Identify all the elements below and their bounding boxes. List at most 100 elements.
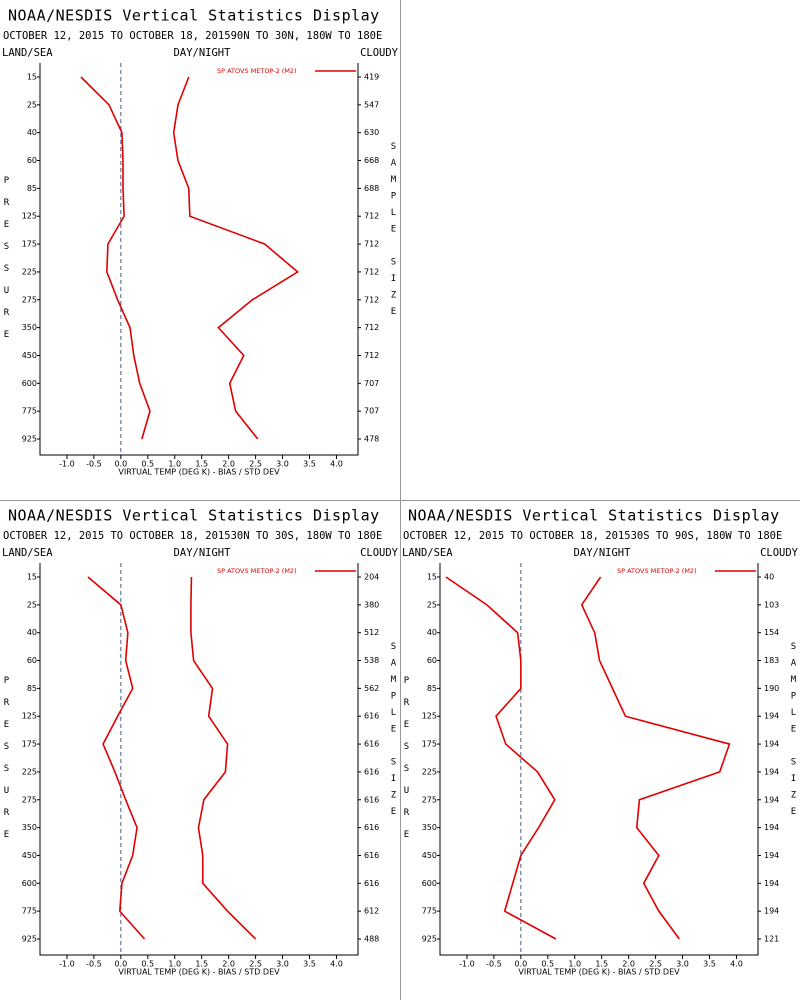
chart-subtitle: OCTOBER 12, 2015 TO OCTOBER 18, 201590N …	[3, 30, 382, 42]
y-tick-label: 450	[422, 851, 437, 860]
sample-size-label: 194	[764, 879, 779, 888]
sample-size-label: 194	[764, 851, 779, 860]
sample-size-label: 194	[764, 823, 779, 832]
y-tick-label: 60	[27, 656, 37, 665]
sample-size-label: 712	[364, 212, 379, 221]
chart-title: NOAA/NESDIS Vertical Statistics Display	[8, 7, 380, 25]
sample-size-label: 121	[764, 935, 779, 944]
sample-size-label: 538	[364, 656, 379, 665]
y-tick-label: 225	[22, 267, 37, 276]
y2-axis-label: SAMPLE SIZE	[389, 642, 399, 824]
axis-frame	[39, 63, 359, 456]
x-tick-label: 1.0	[168, 960, 181, 969]
y-tick-label: 15	[427, 573, 437, 582]
sample-size-label: 190	[764, 684, 779, 693]
x-tick-label: -1.0	[59, 960, 75, 969]
y-tick-label: 40	[27, 128, 37, 137]
x-tick-label: 1.5	[195, 960, 208, 969]
chart-title: NOAA/NESDIS Vertical Statistics Display	[8, 507, 380, 525]
sample-size-label: 712	[364, 351, 379, 360]
y-tick-label: 175	[422, 740, 437, 749]
y-tick-label: 125	[22, 712, 37, 721]
y-tick-label: 60	[27, 156, 37, 165]
x-tick-label: 0.0	[514, 960, 527, 969]
sample-size-label: 712	[364, 267, 379, 276]
y-tick-label: 275	[22, 795, 37, 804]
sample-size-label: 668	[364, 156, 379, 165]
y-tick-label: 15	[27, 73, 37, 82]
x-tick-label: 4.0	[330, 460, 343, 469]
left-label: LAND/SEA	[2, 547, 53, 559]
sample-size-label: 616	[364, 851, 379, 860]
y-tick-label: 125	[22, 212, 37, 221]
y-tick-label: 25	[427, 600, 437, 609]
x-axis-label: VIRTUAL TEMP (DEG K) - BIAS / STD DEV	[118, 968, 280, 977]
sample-size-label: 616	[364, 712, 379, 721]
x-tick-label: 4.0	[730, 960, 743, 969]
series-line	[445, 576, 557, 940]
y-tick-label: 350	[22, 323, 37, 332]
y-tick-label: 925	[22, 935, 37, 944]
x-tick-label: 2.5	[649, 960, 662, 969]
y-tick-label: 775	[22, 907, 37, 916]
x-axis-label: VIRTUAL TEMP (DEG K) - BIAS / STD DEV	[518, 968, 680, 977]
sample-size-label: 512	[364, 628, 379, 637]
sample-size-label: 194	[764, 740, 779, 749]
x-tick-label: 0.5	[141, 460, 154, 469]
sample-size-label: 688	[364, 184, 379, 193]
y-tick-label: 225	[422, 767, 437, 776]
y-tick-label: 225	[22, 767, 37, 776]
sample-size-label: 194	[764, 907, 779, 916]
sample-size-label: 712	[364, 295, 379, 304]
sample-size-label: 707	[364, 379, 379, 388]
right-label: CLOUDY	[760, 547, 799, 559]
legend-label: SP ATOVS METOP-2 (M2)	[617, 567, 697, 575]
sample-size-label: 562	[364, 684, 379, 693]
sample-size-label: 616	[364, 740, 379, 749]
y-tick-label: 350	[422, 823, 437, 832]
series-line	[172, 76, 299, 440]
chart-subtitle: OCTOBER 12, 2015 TO OCTOBER 18, 201530S …	[403, 530, 782, 542]
y-tick-label: 450	[22, 851, 37, 860]
x-tick-label: 4.0	[330, 960, 343, 969]
sample-size-label: 616	[364, 795, 379, 804]
center-label: DAY/NIGHT	[174, 547, 232, 559]
x-tick-label: 2.0	[222, 460, 235, 469]
legend-label: SP ATOVS METOP-2 (M2)	[217, 567, 297, 575]
y-tick-label: 40	[27, 628, 37, 637]
sample-size-label: 488	[364, 935, 379, 944]
y2-axis-label: SAMPLE SIZE	[789, 642, 799, 824]
y-tick-label: 40	[427, 628, 437, 637]
sample-size-label: 204	[364, 573, 379, 582]
series-line	[87, 576, 146, 940]
x-tick-label: 1.0	[568, 960, 581, 969]
x-tick-label: 1.0	[168, 460, 181, 469]
x-tick-label: 3.5	[303, 460, 316, 469]
y-tick-label: 25	[27, 100, 37, 109]
sample-size-label: 707	[364, 407, 379, 416]
y-tick-label: 60	[427, 656, 437, 665]
x-tick-label: 0.5	[541, 960, 554, 969]
chart-title: NOAA/NESDIS Vertical Statistics Display	[408, 507, 780, 525]
x-tick-label: -0.5	[86, 460, 102, 469]
x-tick-label: 0.5	[141, 960, 154, 969]
panel: NOAA/NESDIS Vertical Statistics Display O…	[402, 507, 799, 977]
sample-size-label: 478	[364, 435, 379, 444]
x-tick-label: 3.0	[676, 960, 689, 969]
y-tick-label: 350	[22, 823, 37, 832]
sample-size-label: 103	[764, 600, 779, 609]
sample-size-label: 194	[764, 795, 779, 804]
sample-size-label: 616	[364, 767, 379, 776]
series-line	[80, 76, 151, 440]
y-tick-label: 15	[27, 573, 37, 582]
x-tick-label: 3.5	[703, 960, 716, 969]
chart-subtitle: OCTOBER 12, 2015 TO OCTOBER 18, 201530N …	[3, 530, 382, 542]
sample-size-label: 194	[764, 767, 779, 776]
x-tick-label: 3.0	[276, 460, 289, 469]
x-tick-label: 0.0	[114, 960, 127, 969]
y-tick-label: 775	[422, 907, 437, 916]
x-tick-label: 2.0	[622, 960, 635, 969]
x-tick-label: 0.0	[114, 460, 127, 469]
series-line	[190, 576, 257, 940]
